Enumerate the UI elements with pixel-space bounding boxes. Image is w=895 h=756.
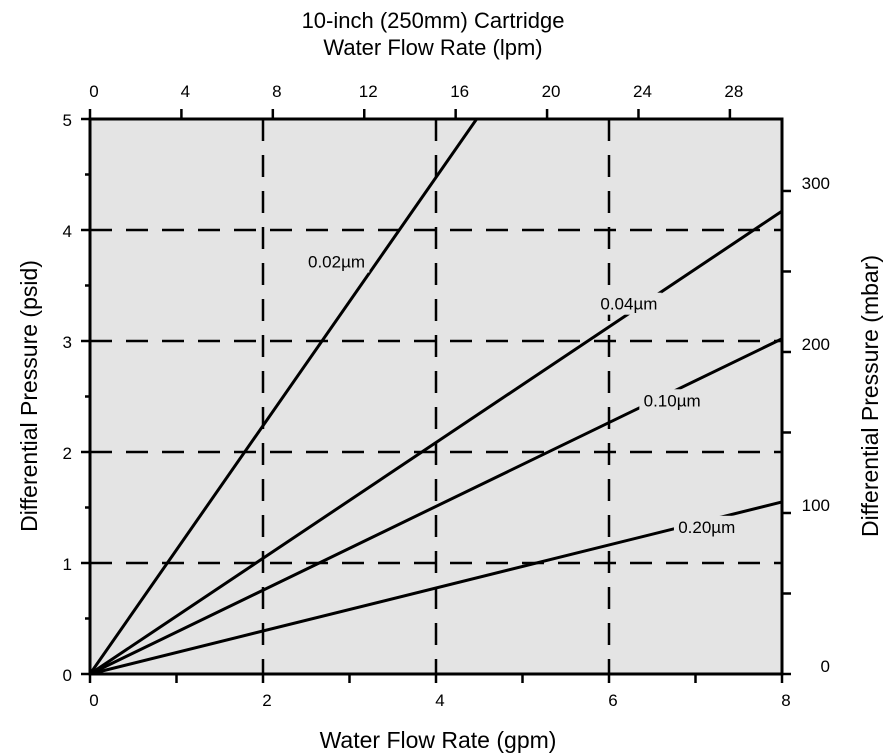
chart-title: 10-inch (250mm) Cartridge	[302, 8, 565, 33]
right-tick-label: 200	[802, 335, 830, 354]
series-line	[89, 500, 783, 676]
x-tick-label: 8	[781, 691, 790, 710]
axes	[81, 109, 791, 683]
y-tick-label: 5	[63, 111, 72, 130]
top-tick-label: 12	[359, 82, 378, 101]
x-tick-label: 2	[262, 691, 271, 710]
grid-lines	[90, 119, 782, 674]
y-axis-title: Differential Pressure (psid)	[16, 260, 42, 532]
top-tick-label: 24	[633, 82, 652, 101]
top-tick-label: 4	[181, 82, 190, 101]
top-tick-label: 20	[542, 82, 561, 101]
right-axis-title: Differential Pressure (mbar)	[857, 255, 883, 537]
right-tick-label: 300	[802, 174, 830, 193]
series-label: 0.10µm	[644, 391, 701, 410]
top-tick-label: 16	[450, 82, 469, 101]
series-label-bg	[639, 389, 705, 412]
x-axis-title: Water Flow Rate (gpm)	[320, 727, 557, 753]
series-label-bg	[303, 250, 370, 273]
top-tick-label: 8	[272, 82, 281, 101]
top-tick-label: 28	[724, 82, 743, 101]
series-label: 0.20µm	[678, 518, 735, 537]
series-line	[89, 209, 783, 676]
series-label: 0.02µm	[308, 253, 365, 272]
x-tick-label: 6	[608, 691, 617, 710]
series-label-bg	[673, 515, 740, 538]
top-tick-label: 0	[89, 82, 98, 101]
top-axis-title: Water Flow Rate (lpm)	[323, 35, 542, 60]
series-line	[88, 118, 478, 675]
x-tick-label: 0	[89, 691, 98, 710]
series-lines: 0.02µm 0.04µm 0.10µm 0.20µm	[88, 118, 783, 676]
y-tick-label: 0	[63, 666, 72, 685]
y-tick-label: 2	[63, 444, 72, 463]
y-tick-label: 3	[63, 333, 72, 352]
y-tick-label: 1	[63, 555, 72, 574]
right-tick-label: 100	[802, 496, 830, 515]
series-label-bg	[596, 292, 662, 315]
right-tick-label: 0	[821, 657, 830, 676]
x-tick-label: 4	[435, 691, 444, 710]
y-tick-label: 4	[63, 222, 72, 241]
series-label: 0.04µm	[600, 295, 657, 314]
